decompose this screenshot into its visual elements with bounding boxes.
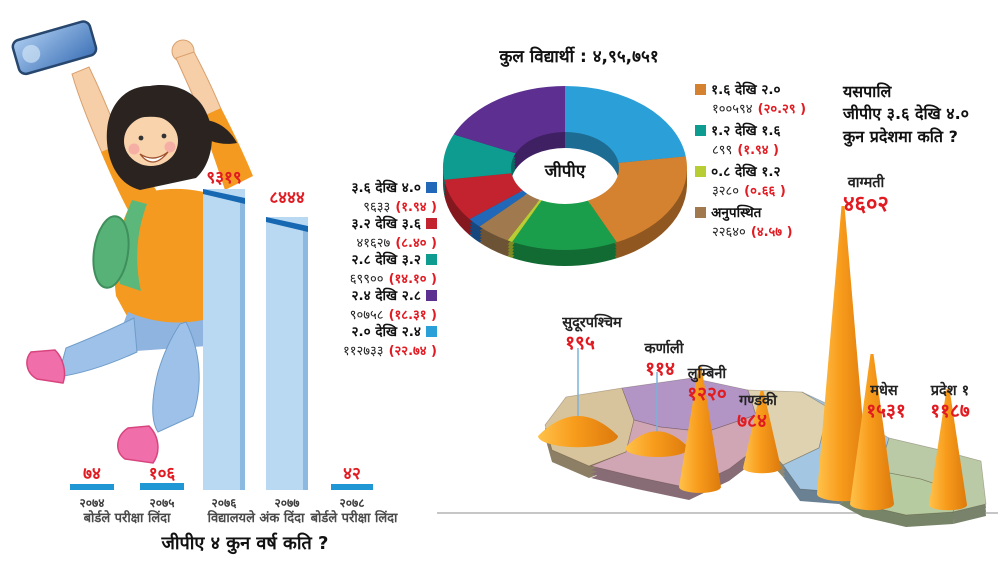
group-label-board-exam-2: बोर्डले परीक्षा लिंदा [310, 511, 398, 526]
province-name-pradesh-1: प्रदेश १ [930, 383, 970, 399]
legend-range: २.८ देखि ३.२ [351, 252, 421, 268]
province-value-gandaki: ७८४ [737, 410, 767, 432]
legend-count: ८९९ [712, 142, 733, 158]
legend-range: अनुपस्थित [711, 205, 762, 221]
smartphone-icon [11, 20, 98, 76]
map-heading-line2: जीपीए ३.६ देखि ४.० [843, 104, 969, 123]
legend-pct: (८.४० ) [395, 235, 437, 251]
map-heading-line3: कुन प्रदेशमा कति ? [843, 127, 958, 146]
map-heading-line1: यसपालि [843, 82, 892, 101]
bar-chart-title: जीपीए ४ कुन वर्ष कति ? [161, 533, 329, 554]
color-swatch [695, 84, 706, 95]
province-value-pradesh-1: ११८७ [930, 400, 970, 422]
color-swatch [426, 326, 437, 337]
legend-pct: (२०.२९ ) [757, 101, 807, 117]
province-value-bagmati: ४६०२ [843, 192, 889, 217]
donut-title: कुल विद्यार्थी : ४,९५,७५१ [499, 47, 659, 67]
bar-value-2074: ७४ [83, 464, 101, 484]
province-value-karnali: ११४ [645, 358, 675, 380]
legend-item-gpa-1.6-2.0: १.६ देखि २.० १००५९४ (२०.२९ ) [695, 80, 806, 117]
legend-range: ३.२ देखि ३.६ [351, 216, 421, 232]
donut-center-label: जीपीए [544, 161, 586, 182]
legend-pct: (१.९४ ) [395, 199, 437, 215]
color-swatch [426, 254, 437, 265]
legend-range: १.६ देखि २.० [711, 82, 781, 98]
province-name-karnali: कर्णाली [644, 341, 684, 357]
legend-count: १००५९४ [712, 101, 753, 117]
bar-value-2078: ४२ [343, 464, 361, 484]
legend-range: २.० देखि २.४ [351, 324, 421, 340]
legend-range: ३.६ देखि ४.० [351, 180, 421, 196]
legend-item-gpa-3.2-3.6: ३.२ देखि ३.६ ४१६२७ (८.४० ) [300, 214, 437, 251]
bar-value-2076: ९३१९ [206, 168, 242, 188]
legend-count: २२६४० [712, 224, 746, 240]
legend-pct: (४.५७ ) [750, 224, 793, 240]
legend-pct: (१८.३१ ) [388, 307, 437, 323]
legend-pct: (१४.१० ) [388, 271, 437, 287]
legend-item-absent: अनुपस्थित २२६४० (४.५७ ) [695, 203, 793, 240]
province-value-lumbini: १२२० [687, 383, 727, 405]
legend-count: ३२८० [712, 183, 740, 199]
group-label-school-marks: विद्यालयले अंक दिंदा [207, 511, 305, 526]
axis-year-2074: २०७४ [79, 496, 105, 510]
legend-range: १.२ देखि १.६ [711, 123, 781, 139]
axis-year-2075: २०७५ [149, 496, 175, 510]
bar-value-2077: ८४४४ [269, 188, 305, 208]
legend-item-gpa-0.8-1.2: ०.८ देखि १.२ ३२८० (०.६६ ) [695, 162, 786, 199]
color-swatch [695, 207, 706, 218]
legend-count: ९६३३ [363, 199, 391, 215]
legend-item-gpa-1.2-1.6: १.२ देखि १.६ ८९९ (१.९४ ) [695, 121, 781, 158]
color-swatch [426, 182, 437, 193]
province-value-madhes: १५३१ [866, 400, 906, 422]
axis-year-2076: २०७६ [211, 496, 237, 510]
group-label-board-exam-1: बोर्डले परीक्षा लिंदा [83, 511, 171, 526]
jumping-student-illustration [11, 20, 253, 464]
color-swatch [695, 166, 706, 177]
axis-year-2078: २०७८ [339, 496, 365, 510]
legend-item-gpa-2.8-3.2: २.८ देखि ३.२ ६९९०० (१४.१० ) [300, 250, 437, 287]
legend-count: ११२७३३ [342, 343, 384, 359]
legend-count: ४१६२७ [356, 235, 391, 251]
legend-item-gpa-3.6-4.0: ३.६ देखि ४.० ९६३३ (१.९४ ) [300, 178, 437, 215]
legend-item-gpa-2.0-2.4: २.० देखि २.४ ११२७३३ (२२.७४ ) [300, 322, 437, 359]
legend-pct: (२२.७४ ) [388, 343, 437, 359]
province-name-gandaki: गण्डकी [739, 393, 777, 409]
legend-item-gpa-2.4-2.8: २.४ देखि २.८ ९०७५८ (१८.३१ ) [300, 286, 437, 323]
province-name-lumbini: लुम्बिनी [687, 366, 727, 382]
legend-count: ९०७५८ [349, 307, 384, 323]
province-name-bagmati: वाग्मती [847, 175, 885, 191]
legend-pct: (०.६६ ) [744, 183, 786, 199]
color-swatch [695, 125, 706, 136]
province-value-sudurpashchim: १९५ [565, 332, 595, 354]
bar-value-2075: १०६ [148, 464, 176, 484]
axis-year-2077: २०७७ [274, 496, 300, 510]
province-name-madhes: मधेस [870, 383, 898, 399]
color-swatch [426, 218, 437, 229]
color-swatch [426, 290, 437, 301]
legend-count: ६९९०० [349, 271, 384, 287]
legend-range: ०.८ देखि १.२ [711, 164, 781, 180]
legend-pct: (१.९४ ) [737, 142, 780, 158]
province-name-sudurpashchim: सुदूरपश्चिम [562, 315, 622, 331]
legend-range: २.४ देखि २.८ [351, 288, 421, 304]
